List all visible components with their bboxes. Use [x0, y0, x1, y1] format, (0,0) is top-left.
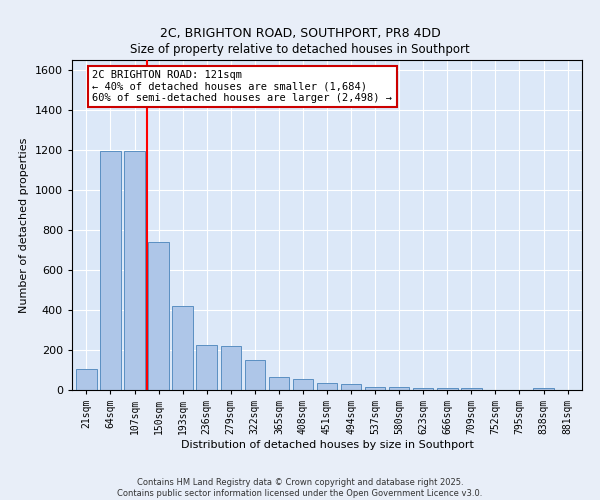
Bar: [437, 388, 458, 390]
Text: Contains HM Land Registry data © Crown copyright and database right 2025.
Contai: Contains HM Land Registry data © Crown c…: [118, 478, 482, 498]
Bar: [389, 387, 409, 390]
Bar: [172, 306, 193, 390]
Bar: [100, 151, 121, 390]
Bar: [245, 360, 265, 390]
X-axis label: Distribution of detached houses by size in Southport: Distribution of detached houses by size …: [181, 440, 473, 450]
Bar: [461, 388, 482, 390]
Text: 2C BRIGHTON ROAD: 121sqm
← 40% of detached houses are smaller (1,684)
60% of sem: 2C BRIGHTON ROAD: 121sqm ← 40% of detach…: [92, 70, 392, 103]
Text: 2C, BRIGHTON ROAD, SOUTHPORT, PR8 4DD: 2C, BRIGHTON ROAD, SOUTHPORT, PR8 4DD: [160, 28, 440, 40]
Bar: [413, 388, 433, 390]
Bar: [221, 346, 241, 390]
Text: Size of property relative to detached houses in Southport: Size of property relative to detached ho…: [130, 42, 470, 56]
Bar: [533, 388, 554, 390]
Bar: [317, 383, 337, 390]
Bar: [124, 151, 145, 390]
Bar: [76, 369, 97, 390]
Bar: [269, 377, 289, 390]
Bar: [148, 242, 169, 390]
Bar: [341, 384, 361, 390]
Bar: [365, 387, 385, 390]
Bar: [196, 345, 217, 390]
Y-axis label: Number of detached properties: Number of detached properties: [19, 138, 29, 312]
Bar: [293, 379, 313, 390]
